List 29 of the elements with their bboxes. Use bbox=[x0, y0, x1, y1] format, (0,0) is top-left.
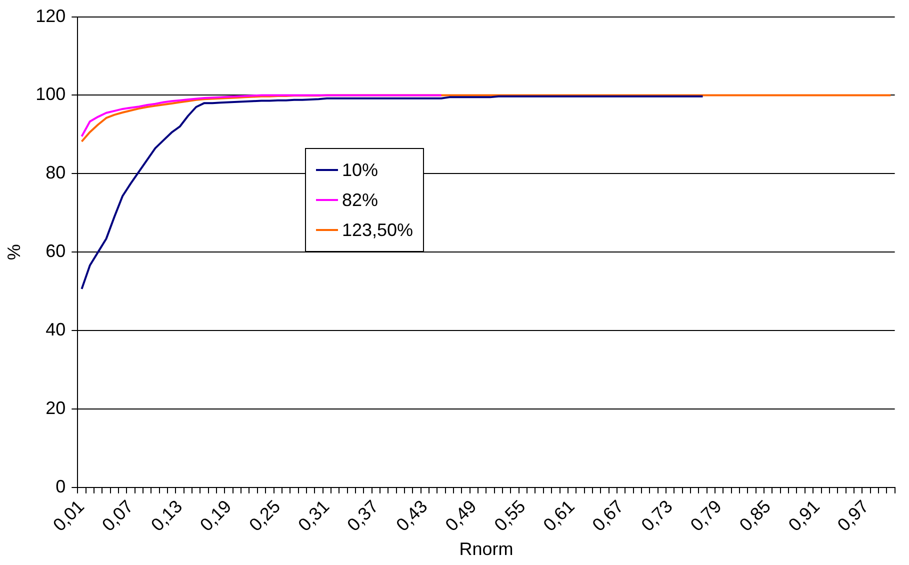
x-tick-label: 0,07 bbox=[98, 496, 138, 536]
y-tick-label: 40 bbox=[46, 319, 66, 340]
y-tick-label: 80 bbox=[46, 162, 66, 183]
x-tick-label: 0,49 bbox=[441, 496, 480, 536]
x-tick-label: 0,25 bbox=[245, 496, 284, 536]
x-tick-label: 0,43 bbox=[392, 496, 432, 536]
x-tick-label: 0,61 bbox=[539, 496, 578, 536]
y-axis-title: % bbox=[4, 244, 24, 260]
x-tick-label: 0,67 bbox=[588, 496, 628, 536]
y-tick-label: 0 bbox=[56, 476, 66, 496]
x-tick-label: 0,79 bbox=[686, 496, 726, 536]
y-tick-label: 120 bbox=[36, 6, 66, 26]
legend-label: 123,50% bbox=[342, 220, 414, 240]
x-tick-label: 0,31 bbox=[294, 496, 334, 536]
legend-label: 10% bbox=[342, 160, 378, 180]
x-tick-label: 0,85 bbox=[736, 496, 774, 536]
y-tick-label: 20 bbox=[46, 398, 66, 418]
x-axis-title: Rnorm bbox=[459, 539, 514, 560]
x-tick-label: 0,37 bbox=[343, 496, 382, 536]
x-tick-label: 0,01 bbox=[49, 496, 88, 536]
x-tick-label: 0,55 bbox=[490, 496, 530, 536]
x-tick-label: 0,91 bbox=[784, 496, 824, 536]
legend-label: 82% bbox=[342, 190, 378, 210]
y-tick-label: 100 bbox=[36, 84, 66, 104]
x-tick-label: 0,97 bbox=[834, 496, 873, 536]
x-tick-label: 0,19 bbox=[196, 496, 236, 536]
x-tick-label: 0,13 bbox=[147, 496, 186, 536]
y-tick-label: 60 bbox=[46, 241, 66, 262]
x-tick-label: 0,73 bbox=[638, 496, 676, 536]
